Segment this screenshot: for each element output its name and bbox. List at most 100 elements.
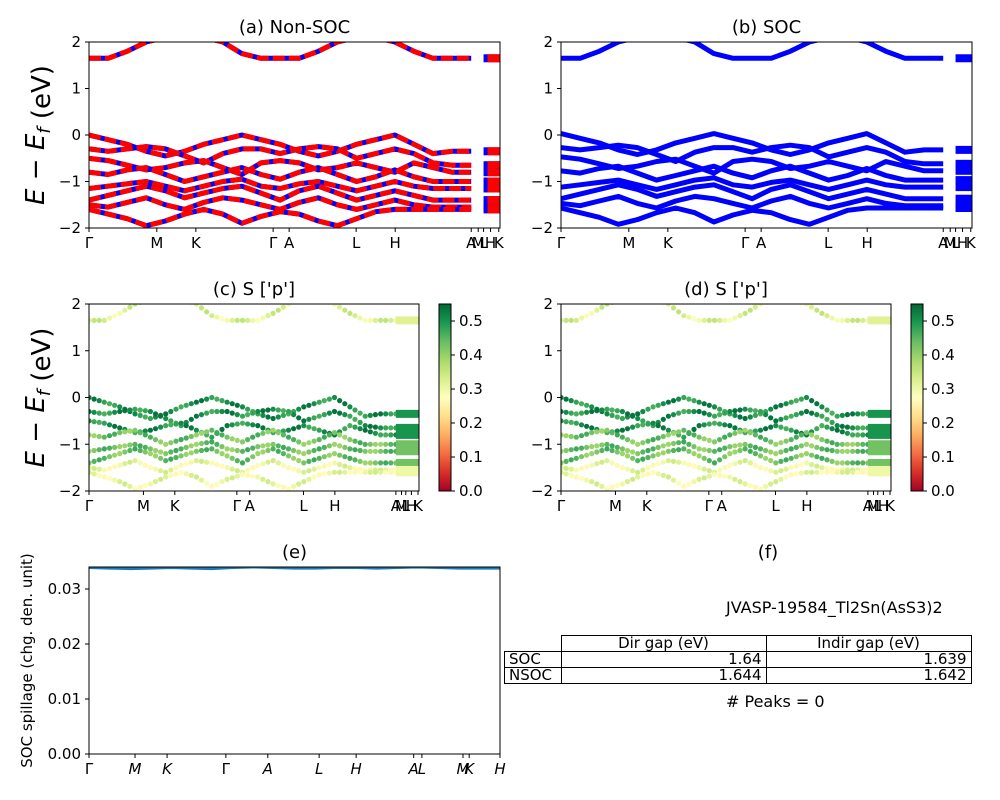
scatter-point [265, 442, 271, 448]
scatter-point [563, 458, 569, 464]
scatter-point [347, 446, 353, 452]
scatter-point [224, 423, 230, 429]
scatter-point [676, 480, 682, 486]
scatter-point [91, 396, 97, 402]
xtick-label-e: Γ [222, 760, 231, 778]
scatter-point [573, 446, 579, 452]
scatter-tail [867, 316, 891, 325]
scatter-point [372, 460, 378, 466]
band-tail-dashed [487, 147, 500, 156]
scatter-point [757, 434, 764, 440]
scatter-point [768, 468, 774, 474]
scatter-point [727, 423, 733, 429]
scatter-point [296, 458, 302, 464]
scatter-point [855, 411, 861, 417]
scatter-point [352, 313, 358, 319]
scatter-point [132, 427, 138, 433]
scatter-point [701, 317, 707, 323]
scatter-point [660, 433, 666, 440]
scatter-point [326, 396, 332, 402]
scatter-point [824, 457, 830, 463]
scatter-point [147, 481, 153, 487]
scatter-point [337, 452, 343, 458]
scatter-point [193, 413, 199, 419]
scatter-point [306, 416, 312, 422]
scatter-point [584, 431, 590, 437]
scatter-point [296, 481, 302, 487]
scatter-point [584, 402, 590, 408]
scatter-point [229, 410, 235, 416]
scatter-point [367, 469, 373, 475]
scatter-point [757, 446, 764, 452]
scatter-point [655, 471, 661, 477]
scatter-point [188, 425, 194, 431]
scatter-point [275, 482, 281, 489]
scatter-point [311, 401, 317, 407]
scatter-tail [867, 468, 891, 477]
scatter-point [317, 297, 322, 302]
scatter-point [245, 406, 251, 412]
scatter-point [117, 425, 123, 431]
scatter-point [604, 441, 610, 447]
scatter-point [778, 440, 784, 446]
scatter-point [239, 317, 246, 323]
scatter-point [158, 439, 164, 445]
scatter-point [362, 448, 368, 454]
xtick-label-b: L [951, 234, 960, 252]
scatter-point [793, 412, 799, 418]
scatter-point [142, 449, 148, 455]
scatter-point [834, 460, 840, 466]
scatter-point [357, 447, 363, 454]
scatter-point [798, 410, 805, 416]
scatter-point [163, 423, 169, 429]
xtick-label-a: K [191, 234, 202, 252]
panel-title-f: (f) [758, 542, 778, 563]
scatter-point [645, 465, 651, 471]
scatter-point [378, 448, 384, 454]
scatter-point [362, 413, 368, 419]
scatter-point [561, 465, 564, 471]
scatter-point [839, 469, 845, 475]
scatter-point [763, 426, 769, 432]
scatter-point [793, 429, 799, 435]
scatter-point [717, 421, 723, 427]
scatter-point [362, 460, 368, 466]
scatter-point [691, 408, 697, 415]
scatter-point [635, 458, 641, 464]
scatter-point [809, 432, 815, 438]
scatter-point [239, 404, 246, 410]
scatter-point [193, 399, 199, 405]
scatter-point [127, 447, 133, 454]
scatter-point [198, 458, 205, 464]
scatter-point [101, 474, 107, 480]
scatter-point [568, 466, 574, 472]
colorbar-tick-label-c: 0.5 [459, 312, 483, 330]
scatter-point [178, 420, 184, 426]
scatter-point [255, 432, 261, 438]
scatter-point [594, 408, 600, 414]
scatter-point [773, 460, 779, 466]
scatter-point [347, 310, 353, 316]
scatter-point [752, 412, 759, 418]
scatter-point [117, 479, 123, 485]
scatter-point [378, 432, 384, 438]
scatter-point [788, 446, 794, 452]
scatter-point [250, 434, 256, 440]
scatter-point [763, 466, 769, 472]
scatter-point [372, 430, 378, 436]
scatter-point [178, 469, 184, 475]
scatter-point [260, 443, 266, 449]
scatter-point [768, 415, 774, 421]
scatter-point [372, 317, 378, 323]
scatter-point [650, 462, 656, 468]
scatter-point [152, 466, 159, 472]
ytick-label-c: 2 [71, 295, 81, 313]
scatter-point [234, 317, 240, 323]
scatter-point [89, 408, 92, 415]
xtick-label-c: L [299, 497, 308, 515]
scatter-point [229, 475, 235, 481]
band-line-dashed [89, 132, 472, 159]
scatter-point [255, 444, 261, 450]
scatter-point [193, 304, 199, 307]
scatter-point [383, 411, 389, 417]
